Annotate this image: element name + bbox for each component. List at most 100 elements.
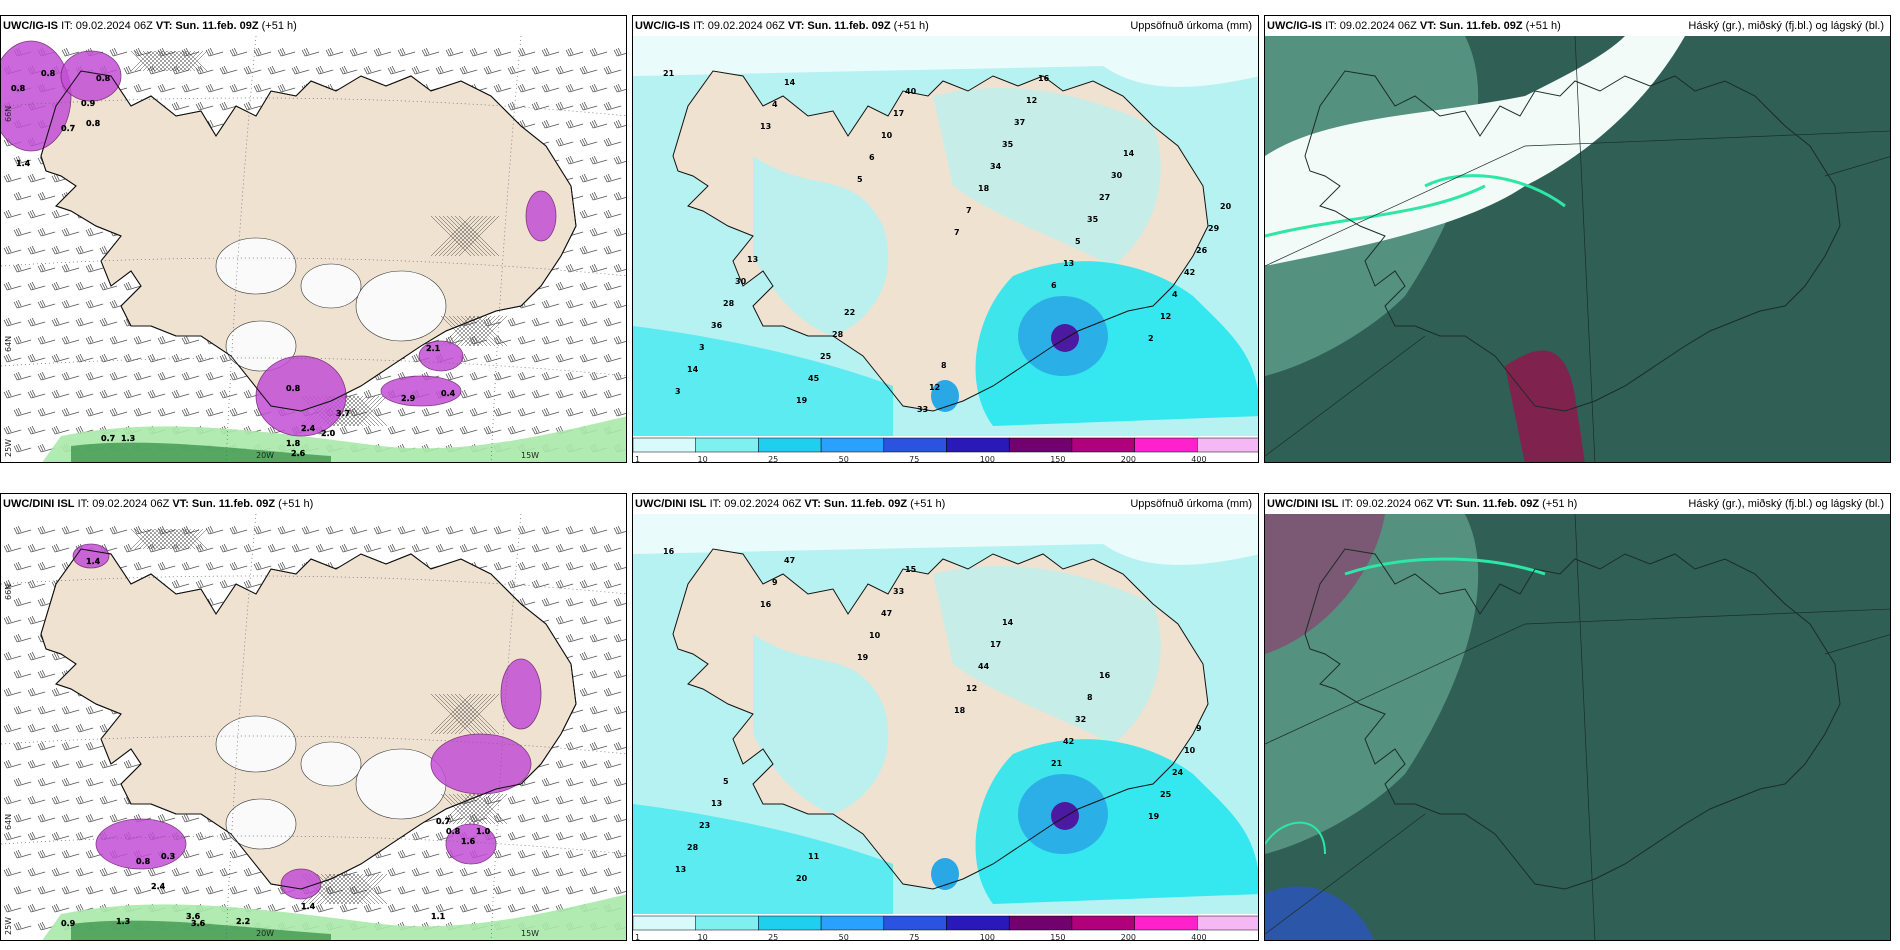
- colorbar-tick: 400: [1191, 933, 1206, 941]
- precip-value: 16: [760, 600, 772, 609]
- precip-value: 7: [966, 206, 972, 215]
- precip-purple-area: [418, 340, 464, 372]
- precip-value: 14: [687, 365, 699, 374]
- precip-cyan-area: [633, 804, 893, 914]
- colorbar-segment: [1008, 915, 1073, 931]
- panel-header: UWC/DINI ISL IT: 09.02.2024 06Z VT: Sun.…: [1265, 494, 1890, 514]
- colorbar-segment: [695, 915, 759, 931]
- valid-time: VT: Sun. 11.feb. 09Z: [787, 20, 891, 32]
- precip-value: 2.2: [236, 917, 250, 926]
- map-cloud-cover: [1265, 514, 1890, 940]
- precip-value: 17: [990, 640, 1001, 649]
- lead-time: (+51 h): [1542, 498, 1578, 510]
- colorbar-tick: 200: [1121, 933, 1136, 941]
- precip-value: 2.4: [151, 882, 166, 891]
- axis-label: 66N: [4, 106, 13, 122]
- precip-value: 15: [905, 565, 917, 574]
- precip-value: 13: [747, 255, 758, 264]
- colorbar-tick: 150: [1050, 455, 1065, 463]
- precip-value: 3.6: [191, 919, 206, 928]
- precip-value: 16: [1038, 74, 1050, 83]
- cloud-green-edge: [1265, 821, 1326, 855]
- axis-label: 15W: [521, 451, 539, 460]
- panel-header: UWC/IG-IS IT: 09.02.2024 06Z VT: Sun. 11…: [1, 16, 626, 36]
- panel-header: UWC/DINI ISL IT: 09.02.2024 06Z VT: Sun.…: [1, 494, 626, 514]
- precip-value: 1.4: [16, 159, 31, 168]
- precip-value: 0.7: [436, 817, 450, 826]
- precip-value: 14: [1123, 149, 1135, 158]
- precip-blue-area: [931, 380, 959, 412]
- precip-value: 12: [1160, 312, 1171, 321]
- init-time: IT: 09.02.2024 06Z: [1325, 20, 1417, 32]
- precip-value: 40: [905, 87, 917, 96]
- colorbar-segment: [633, 437, 696, 453]
- precip-value-labels: 2113576234671312141410185431917343542364…: [663, 69, 1232, 414]
- precip-value: 2.0: [321, 429, 336, 438]
- precip-value: 13: [760, 122, 771, 131]
- map-accumulated-precip: 21 13 5 7 6 2 3 4 6 7 13 12 14 14 10 18 5 4 3 19 17 34 35 42 36 4…: [633, 36, 1258, 462]
- panel-subtitle: Uppsöfnuð úrkoma (mm): [1130, 20, 1252, 32]
- precip-cyan-area: [633, 326, 893, 436]
- axis-label: 25W: [4, 439, 13, 457]
- precip-value: 1.3: [116, 917, 130, 926]
- valid-time: VT: Sun. 11.feb. 09Z: [804, 498, 908, 510]
- colorbar-tick: 400: [1191, 455, 1206, 463]
- precip-value: 0.9: [61, 919, 76, 928]
- colorbar-segment: [758, 915, 822, 931]
- precip-value: 16: [663, 547, 675, 556]
- precip-value: 22: [844, 308, 855, 317]
- precip-value: 24: [1172, 768, 1184, 777]
- precip-value: 28: [723, 299, 735, 308]
- panel-header: UWC/IG-IS IT: 09.02.2024 06Z VT: Sun. 11…: [1265, 16, 1890, 36]
- precip-value: 5: [723, 777, 729, 786]
- precip-value: 10: [869, 631, 881, 640]
- precip-value: 16: [1099, 671, 1111, 680]
- graticule: [1265, 36, 1890, 462]
- precip-purple-area: [1, 40, 72, 152]
- colorbar: 1 10 25 50 75 100 150 200 400: [633, 915, 1258, 941]
- precip-value: 35: [1002, 140, 1014, 149]
- cloud-green-edge: [1424, 174, 1566, 208]
- lead-time: (+51 h): [1525, 20, 1561, 32]
- precip-value: 0.8: [41, 69, 56, 78]
- precip-value: 18: [954, 706, 966, 715]
- precip-inland-area: [753, 156, 889, 336]
- precip-value: 2.1: [426, 344, 441, 353]
- precip-value: 47: [784, 556, 795, 565]
- precip-value: 5: [857, 175, 863, 184]
- init-time: IT: 09.02.2024 06Z: [693, 20, 785, 32]
- valid-time: VT: Sun. 11.feb. 09Z: [1419, 20, 1523, 32]
- precip-value: 1.1: [431, 912, 446, 921]
- axis-label: 64N: [4, 336, 13, 352]
- precip-value: 37: [1014, 118, 1025, 127]
- colorbar-tick: 75: [909, 933, 919, 941]
- precip-value: 20: [1220, 202, 1232, 211]
- glacier-patch: [300, 263, 362, 309]
- precip-value: 14: [784, 78, 796, 87]
- precip-value: 5: [1075, 237, 1081, 246]
- precip-value: 9: [772, 578, 778, 587]
- precip-value: 0.7: [101, 434, 115, 443]
- colorbar-segment: [820, 437, 885, 453]
- precip-value: 8: [941, 361, 947, 370]
- precip-value: 26: [1196, 246, 1208, 255]
- precip-purple-area: [95, 818, 187, 870]
- glacier-patch: [215, 237, 297, 295]
- precip-value: 2.6: [291, 449, 306, 458]
- init-time: IT: 09.02.2024 06Z: [709, 498, 802, 510]
- map-wind-precip: 1.4 0.3 0.8 2.4 3.6 3.6 1.3 0.9 2.2 1.1 1.4 1.6 0.8 0…: [1, 514, 626, 940]
- model-name: UWC/IG-IS: [3, 20, 58, 32]
- precip-value: 33: [917, 405, 928, 414]
- precip-value: 36: [711, 321, 723, 330]
- cloud-green-edge: [1344, 557, 1546, 576]
- precip-purple-area: [430, 733, 532, 795]
- glacier-patch: [300, 741, 362, 787]
- precip-value: 1.4: [86, 557, 101, 566]
- init-time: IT: 09.02.2024 06Z: [61, 20, 153, 32]
- valid-time: VT: Sun. 11.feb. 09Z: [1436, 498, 1540, 510]
- precip-value: 12: [966, 684, 977, 693]
- lead-time: (+51 h): [893, 20, 929, 32]
- lead-time: (+51 h): [910, 498, 946, 510]
- precip-value: 2.4: [301, 424, 316, 433]
- model-name: UWC/DINI ISL: [635, 498, 707, 510]
